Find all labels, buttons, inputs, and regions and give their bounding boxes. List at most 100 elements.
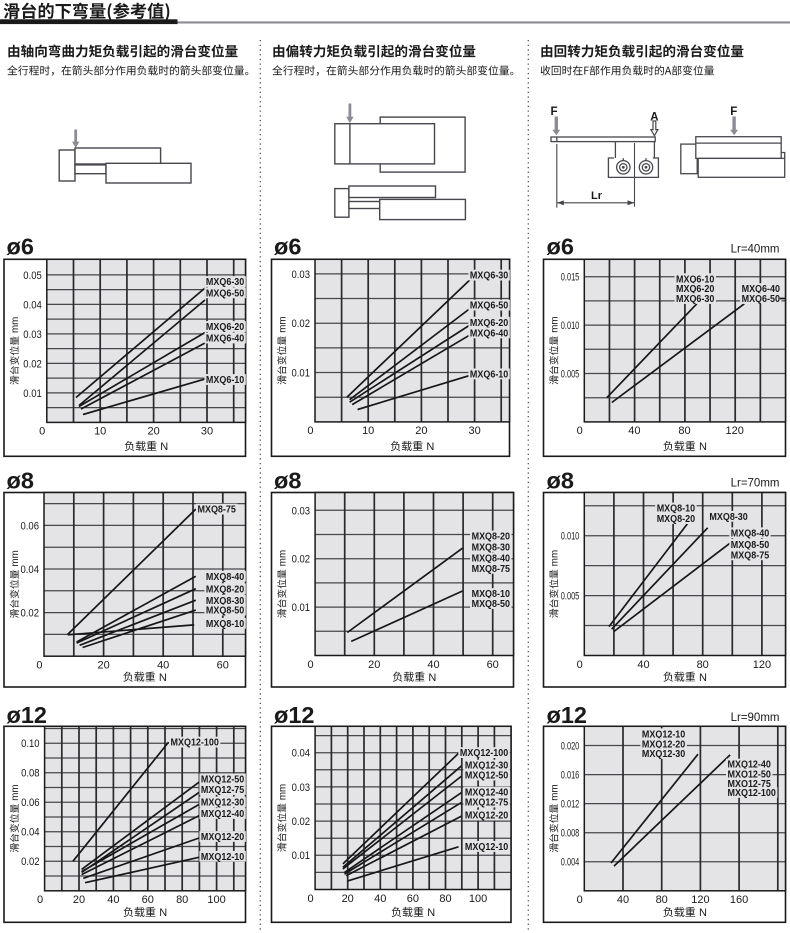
svg-text:0.08: 0.08: [21, 768, 40, 780]
svg-text:0.03: 0.03: [292, 269, 311, 281]
svg-text:40: 40: [157, 660, 169, 672]
svg-text:0.03: 0.03: [292, 505, 311, 517]
svg-text:MXQ6-30: MXQ6-30: [206, 277, 245, 288]
svg-text:MXQ8-10: MXQ8-10: [472, 589, 511, 600]
svg-text:120: 120: [691, 894, 709, 906]
svg-text:0: 0: [577, 659, 583, 671]
svg-text:MXQ6-50: MXQ6-50: [470, 301, 509, 312]
svg-text:0.02: 0.02: [21, 608, 40, 620]
svg-text:MXQ6-40: MXQ6-40: [206, 334, 245, 345]
svg-text:MXQ12-50: MXQ12-50: [465, 771, 509, 782]
svg-text:0.008: 0.008: [561, 828, 580, 840]
svg-text:40: 40: [374, 893, 386, 905]
svg-text:10: 10: [362, 425, 374, 437]
svg-text:MXQ6-50: MXQ6-50: [206, 288, 245, 299]
svg-text:120: 120: [753, 659, 771, 671]
svg-text:100: 100: [207, 894, 225, 906]
svg-text:MXQ12-30: MXQ12-30: [201, 798, 245, 809]
svg-text:MXQ8-20: MXQ8-20: [657, 514, 696, 525]
svg-text:N: N: [699, 907, 707, 919]
svg-text:ø8: ø8: [547, 467, 574, 493]
svg-text:N: N: [160, 441, 168, 453]
svg-text:MXQ12-40: MXQ12-40: [465, 788, 509, 799]
svg-text:0.010: 0.010: [561, 531, 580, 543]
svg-text:mm: mm: [278, 316, 289, 332]
svg-text:0.02: 0.02: [292, 554, 311, 566]
svg-text:0.016: 0.016: [561, 770, 580, 782]
svg-text:MXQ6-20: MXQ6-20: [470, 318, 509, 329]
svg-text:100: 100: [469, 893, 487, 905]
svg-text:MXQ12-40: MXQ12-40: [728, 760, 772, 771]
svg-text:0.02: 0.02: [21, 856, 40, 868]
svg-text:60: 60: [142, 894, 154, 906]
svg-text:10: 10: [94, 426, 106, 438]
svg-text:30: 30: [468, 425, 480, 437]
svg-text:ø12: ø12: [7, 702, 48, 728]
svg-text:MXQ12-75: MXQ12-75: [465, 798, 509, 809]
svg-text:mm: mm: [278, 784, 289, 800]
svg-text:0.10: 0.10: [21, 738, 40, 750]
svg-text:MXQ12-100: MXQ12-100: [171, 738, 220, 749]
svg-text:0.06: 0.06: [21, 797, 40, 809]
svg-text:MXQ8-10: MXQ8-10: [206, 619, 245, 630]
svg-text:MXQ6-30: MXQ6-30: [470, 271, 509, 282]
svg-text:MXQ8-75: MXQ8-75: [198, 505, 237, 516]
svg-text:mm: mm: [550, 550, 561, 566]
svg-text:MXQ8-30: MXQ8-30: [472, 543, 511, 554]
svg-text:MXQ6-20: MXQ6-20: [676, 284, 715, 295]
svg-text:MXQ8-30: MXQ8-30: [709, 512, 748, 523]
svg-text:F: F: [551, 106, 558, 118]
svg-text:60: 60: [217, 660, 229, 672]
svg-text:MXQ6-10: MXQ6-10: [676, 274, 715, 285]
svg-text:0: 0: [36, 660, 42, 672]
svg-text:MXQ8-50: MXQ8-50: [472, 599, 511, 610]
svg-text:MXQ12-30: MXQ12-30: [465, 761, 509, 772]
svg-text:20: 20: [415, 425, 427, 437]
svg-text:20: 20: [342, 893, 354, 905]
svg-text:0.04: 0.04: [21, 564, 40, 576]
svg-text:120: 120: [726, 425, 744, 437]
svg-text:MXQ12-30: MXQ12-30: [642, 749, 686, 760]
svg-text:MXQ6-20: MXQ6-20: [206, 322, 245, 333]
svg-text:0.03: 0.03: [292, 782, 311, 794]
svg-text:MXQ8-50: MXQ8-50: [206, 606, 245, 617]
svg-text:0.010: 0.010: [561, 320, 580, 332]
svg-text:80: 80: [678, 425, 690, 437]
svg-text:0: 0: [307, 893, 313, 905]
svg-text:ø12: ø12: [547, 702, 588, 728]
svg-text:MXQ8-75: MXQ8-75: [731, 550, 770, 561]
svg-text:0.005: 0.005: [561, 591, 580, 603]
svg-text:MXQ6-50: MXQ6-50: [742, 294, 781, 305]
svg-text:MXQ8-50: MXQ8-50: [731, 540, 770, 551]
svg-text:MXQ8-40: MXQ8-40: [472, 554, 511, 565]
svg-text:80: 80: [697, 659, 709, 671]
svg-text:160: 160: [730, 894, 748, 906]
svg-text:MXQ12-100: MXQ12-100: [728, 788, 777, 799]
svg-text:80: 80: [176, 894, 188, 906]
svg-text:MXQ12-100: MXQ12-100: [460, 748, 509, 759]
svg-text:60: 60: [487, 659, 499, 671]
svg-text:20: 20: [368, 659, 380, 671]
svg-text:N: N: [428, 672, 436, 684]
svg-text:MXQ12-10: MXQ12-10: [201, 852, 245, 863]
svg-text:mm: mm: [10, 317, 21, 333]
svg-text:80: 80: [656, 894, 668, 906]
svg-text:0.004: 0.004: [561, 857, 580, 869]
svg-text:MXQ8-40: MXQ8-40: [206, 572, 245, 583]
svg-text:40: 40: [107, 894, 119, 906]
svg-text:MXQ12-10: MXQ12-10: [642, 729, 686, 740]
svg-text:0: 0: [307, 425, 313, 437]
svg-text:MXQ12-75: MXQ12-75: [201, 785, 245, 796]
svg-text:20: 20: [73, 894, 85, 906]
svg-text:0.03: 0.03: [23, 329, 42, 341]
svg-text:20: 20: [97, 660, 109, 672]
svg-text:0.012: 0.012: [561, 799, 580, 811]
svg-text:Lr=90mm: Lr=90mm: [731, 712, 780, 724]
svg-text:0: 0: [307, 659, 313, 671]
svg-text:MXQ12-20: MXQ12-20: [201, 832, 245, 843]
svg-text:0.02: 0.02: [23, 358, 42, 370]
svg-text:ø6: ø6: [547, 234, 574, 260]
svg-text:0.02: 0.02: [292, 318, 311, 330]
svg-text:MXQ8-20: MXQ8-20: [206, 584, 245, 595]
svg-text:MXQ12-10: MXQ12-10: [465, 842, 509, 853]
